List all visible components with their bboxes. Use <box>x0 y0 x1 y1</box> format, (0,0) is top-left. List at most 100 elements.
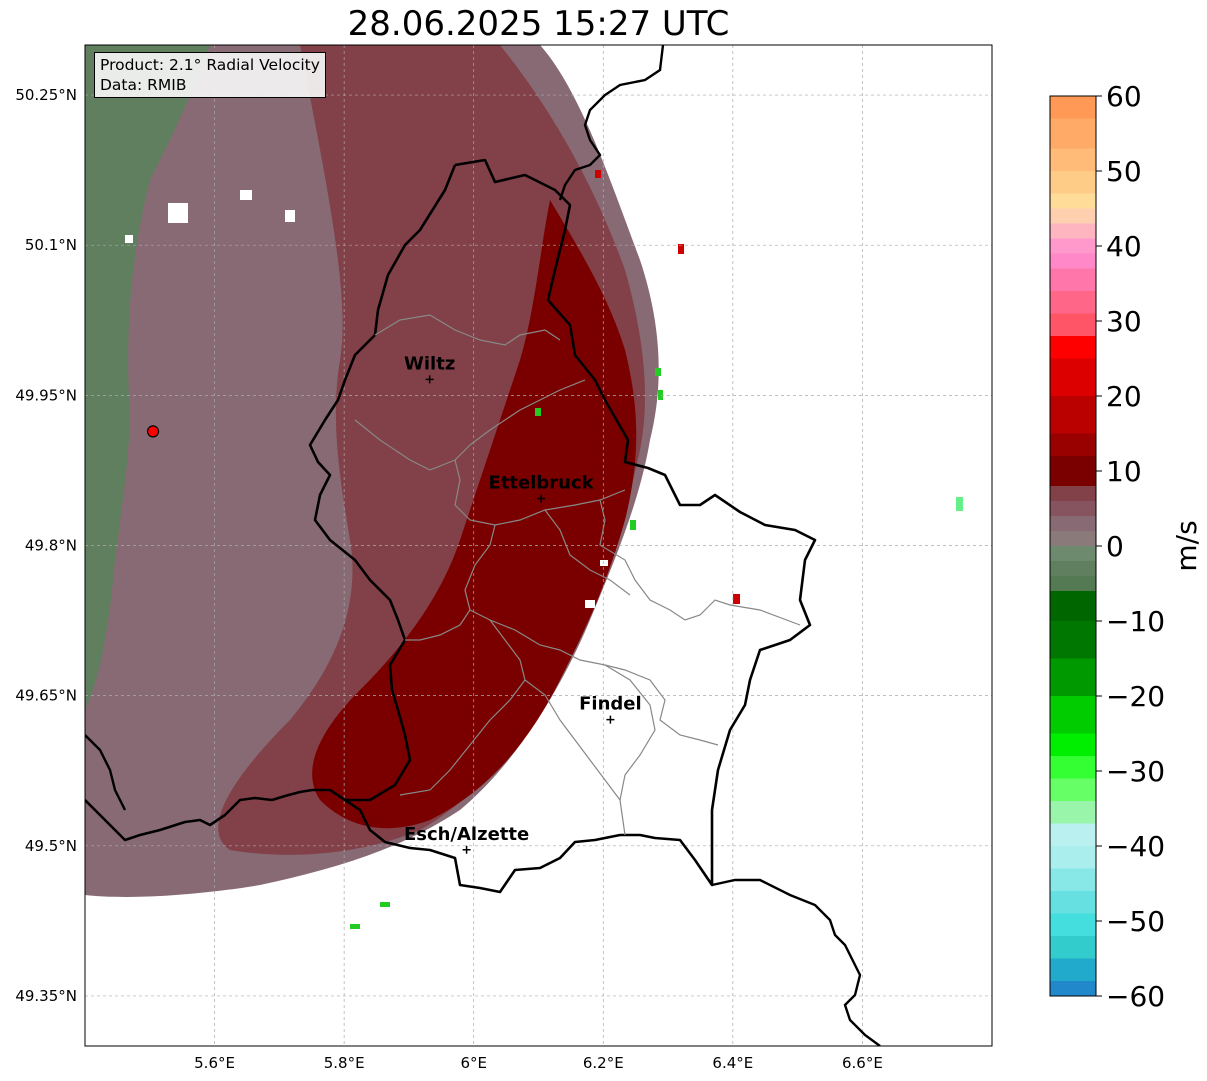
colorbar-segment-13 <box>1050 358 1096 397</box>
colorbar-tick-label: −20 <box>1106 680 1165 713</box>
colorbar-segment-34 <box>1050 868 1096 892</box>
colorbar-tick-label: 10 <box>1106 455 1142 488</box>
lon-tick-label: 6.2°E <box>583 1054 624 1072</box>
colorbar-segment-23 <box>1050 576 1096 592</box>
colorbar-segment-5 <box>1050 208 1096 224</box>
colorbar-segment-39 <box>1050 981 1096 997</box>
colorbar-tick-label: 60 <box>1106 80 1142 113</box>
lon-tick-label: 5.6°E <box>194 1054 235 1072</box>
map-frame <box>84 44 993 1047</box>
colorbar-segment-4 <box>1050 193 1096 209</box>
colorbar: 60 50 40 30 20 10 0 −10 −20 −30 −40 −50 −60 <box>1049 80 1165 1013</box>
colorbar-segment-36 <box>1050 913 1096 937</box>
luxembourg-border-west <box>308 164 457 802</box>
colorbar-segment-7 <box>1050 238 1096 254</box>
colorbar-tick-label: −30 <box>1106 755 1165 788</box>
map-title: 28.06.2025 15:27 UTC <box>347 4 730 44</box>
echo-green-speckles <box>350 368 963 929</box>
latitude-tick-labels: 50.25°N 50.1°N 49.95°N 49.8°N 49.65°N 49.5°N 4… <box>15 86 77 1005</box>
city-label: Esch/Alzette <box>404 824 529 845</box>
colorbar-tick-label: 20 <box>1106 380 1142 413</box>
colorbar-tick-label: −40 <box>1106 830 1165 863</box>
lat-tick-label: 49.8°N <box>25 537 77 555</box>
colorbar-segment-31 <box>1050 801 1096 824</box>
colorbar-tick-label: 40 <box>1106 230 1142 263</box>
city-label: Ettelbruck <box>489 472 595 493</box>
colorbar-segment-35 <box>1050 891 1096 914</box>
echo-inbound <box>85 45 210 710</box>
canton-borders <box>354 314 801 836</box>
city-layer: Wiltz Ettelbruck Findel Esch/Alzette <box>404 353 642 854</box>
colorbar-segment-20 <box>1050 531 1096 547</box>
city-marker <box>537 494 546 503</box>
colorbar-segment-21 <box>1050 546 1096 562</box>
colorbar-tick-label: −60 <box>1106 980 1165 1013</box>
product-info-box: Product: 2.1° Radial Velocity Data: RMIB <box>94 52 326 98</box>
colorbar-segment-11 <box>1050 313 1096 337</box>
colorbar-tick-label: 50 <box>1106 155 1142 188</box>
lat-tick-label: 49.35°N <box>15 987 77 1005</box>
belgium-border-south <box>85 734 127 811</box>
city-marker <box>606 715 615 724</box>
colorbar-segment-12 <box>1050 336 1096 359</box>
colorbar-segment-25 <box>1050 621 1096 659</box>
lat-tick-label: 49.5°N <box>25 837 77 855</box>
colorbar-segment-1 <box>1050 118 1096 149</box>
colorbar-segment-27 <box>1050 696 1096 734</box>
lat-tick-label: 50.25°N <box>15 86 77 104</box>
data-source-line: Data: RMIB <box>100 76 187 94</box>
colorbar-segment-17 <box>1050 486 1096 502</box>
colorbar-segment-29 <box>1050 756 1096 779</box>
echo-speckles <box>125 190 608 608</box>
echo-strong-outbound <box>312 200 637 829</box>
colorbar-segment-6 <box>1050 223 1096 239</box>
colorbar-segment-24 <box>1050 591 1096 622</box>
radar-site-layer <box>146 425 160 438</box>
colorbar-segment-38 <box>1050 958 1096 982</box>
city-label: Wiltz <box>404 353 455 374</box>
radar-echo-layer <box>85 45 992 1046</box>
lon-tick-label: 6°E <box>460 1054 487 1072</box>
colorbar-tick-label: 0 <box>1106 530 1124 563</box>
lat-tick-label: 49.95°N <box>15 386 77 404</box>
germany-border-north <box>558 45 665 201</box>
city-label: Findel <box>579 694 642 715</box>
city-marker <box>425 375 434 384</box>
germany-border-south <box>711 878 881 1046</box>
colorbar-segment-18 <box>1050 501 1096 517</box>
colorbar-segment-30 <box>1050 778 1096 802</box>
colorbar-segment-26 <box>1050 658 1096 697</box>
colorbar-unit-label: m/s <box>1170 520 1203 571</box>
colorbar-tick-label: −50 <box>1106 905 1165 938</box>
colorbar-segment-22 <box>1050 561 1096 577</box>
colorbar-segment-10 <box>1050 291 1096 314</box>
city-findel: Findel <box>579 694 642 724</box>
colorbar-segment-8 <box>1050 253 1096 269</box>
colorbar-segment-3 <box>1050 171 1096 194</box>
colorbar-segment-9 <box>1050 268 1096 292</box>
luxembourg-border <box>85 158 817 894</box>
colorbar-segment-32 <box>1050 823 1096 847</box>
colorbar-segment-0 <box>1050 96 1096 119</box>
lon-tick-label: 6.4°E <box>712 1054 753 1072</box>
lat-tick-label: 49.65°N <box>15 687 77 705</box>
longitude-tick-labels: 5.6°E 5.8°E 6°E 6.2°E 6.4°E 6.6°E <box>194 1054 883 1072</box>
radar-site-marker <box>146 425 160 438</box>
colorbar-tick-label: 30 <box>1106 305 1142 338</box>
lon-tick-label: 6.6°E <box>842 1054 883 1072</box>
product-line: Product: 2.1° Radial Velocity <box>100 56 320 74</box>
colorbar-segment-16 <box>1050 456 1096 487</box>
colorbar-tick-label: −10 <box>1106 605 1165 638</box>
echo-red-speckles <box>595 170 740 604</box>
colorbar-segment-19 <box>1050 516 1096 532</box>
colorbar-segment-14 <box>1050 396 1096 434</box>
colorbar-segment-15 <box>1050 433 1096 457</box>
colorbar-segment-28 <box>1050 733 1096 757</box>
city-wiltz: Wiltz <box>404 353 455 384</box>
lon-tick-label: 5.8°E <box>324 1054 365 1072</box>
lat-tick-label: 50.1°N <box>25 236 77 254</box>
city-esch-alzette: Esch/Alzette <box>404 824 529 854</box>
map-borders <box>85 45 881 1046</box>
colorbar-segment-2 <box>1050 148 1096 172</box>
